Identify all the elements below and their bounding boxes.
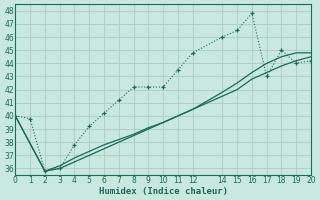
X-axis label: Humidex (Indice chaleur): Humidex (Indice chaleur): [99, 187, 228, 196]
